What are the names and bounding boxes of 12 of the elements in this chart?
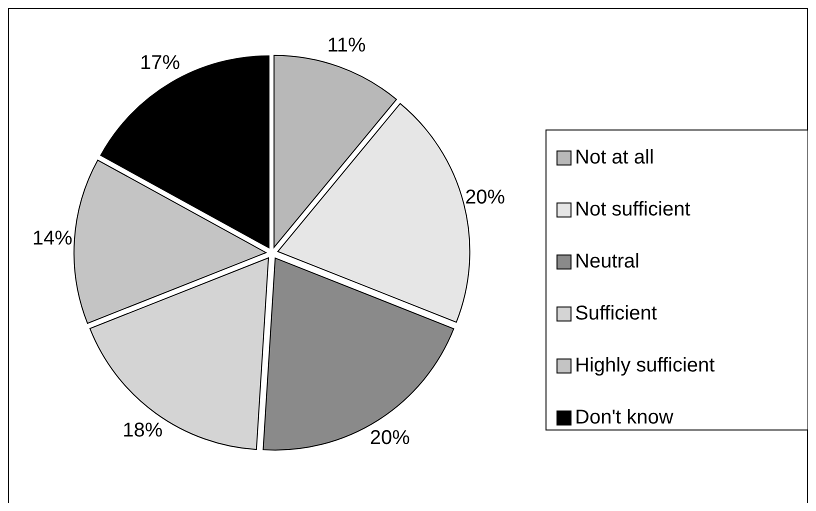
legend-label: Highly sufficient	[575, 354, 716, 376]
data-label: 17%	[140, 52, 180, 74]
data-label: 20%	[465, 186, 506, 209]
legend-label: Not sufficient	[575, 198, 691, 220]
data-label: 11%	[327, 34, 366, 56]
data-label: 14%	[32, 227, 73, 250]
legend-label: Not at all	[575, 146, 654, 168]
legend-label: Sufficient	[575, 302, 658, 324]
legend-label: Don't know	[575, 406, 674, 428]
data-label: 20%	[370, 427, 410, 450]
data-label: 18%	[122, 419, 163, 442]
legend-label: Neutral	[575, 250, 640, 272]
